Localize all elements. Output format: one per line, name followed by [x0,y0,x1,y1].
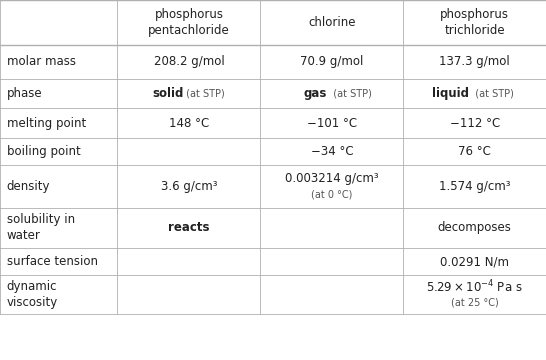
Text: melting point: melting point [7,117,86,130]
Text: gas: gas [0,359,1,360]
Text: decomposes: decomposes [438,221,512,234]
Text: 76 °C: 76 °C [458,145,491,158]
Text: gas: gas [303,87,327,100]
Text: −34 °C: −34 °C [311,145,353,158]
Text: 137.3 g/mol: 137.3 g/mol [440,55,510,68]
Text: 0.0291 N/m: 0.0291 N/m [440,255,509,268]
Text: molar mass: molar mass [7,55,75,68]
Text: reacts: reacts [168,221,210,234]
Text: 208.2 g/mol: 208.2 g/mol [153,55,224,68]
Text: 0.003214 g/cm³: 0.003214 g/cm³ [285,172,379,185]
Text: 1.574 g/cm³: 1.574 g/cm³ [439,180,511,193]
Text: solid: solid [152,87,183,100]
Text: −101 °C: −101 °C [307,117,357,130]
Text: liquid: liquid [0,359,1,360]
Text: phase: phase [7,87,42,100]
Text: (at STP): (at STP) [327,89,371,99]
Text: (at 25 °C): (at 25 °C) [451,298,498,308]
Text: surface tension: surface tension [7,255,98,268]
Text: 3.6 g/cm³: 3.6 g/cm³ [161,180,217,193]
Text: dynamic
viscosity: dynamic viscosity [7,280,58,309]
Text: chlorine: chlorine [308,16,355,29]
Text: phosphorus
trichloride: phosphorus trichloride [440,8,509,37]
Text: 148 °C: 148 °C [169,117,209,130]
Text: solubility in
water: solubility in water [7,213,75,242]
Text: (at STP): (at STP) [469,89,514,99]
Text: (at 0 °C): (at 0 °C) [311,189,353,199]
Text: boiling point: boiling point [7,145,80,158]
Text: liquid: liquid [432,87,469,100]
Text: solid: solid [0,359,1,360]
Text: density: density [7,180,50,193]
Text: phosphorus
pentachloride: phosphorus pentachloride [148,8,230,37]
Text: $5.29\times10^{-4}$ Pa s: $5.29\times10^{-4}$ Pa s [426,279,523,295]
Text: −112 °C: −112 °C [449,117,500,130]
Text: (at STP): (at STP) [183,89,225,99]
Text: 70.9 g/mol: 70.9 g/mol [300,55,364,68]
